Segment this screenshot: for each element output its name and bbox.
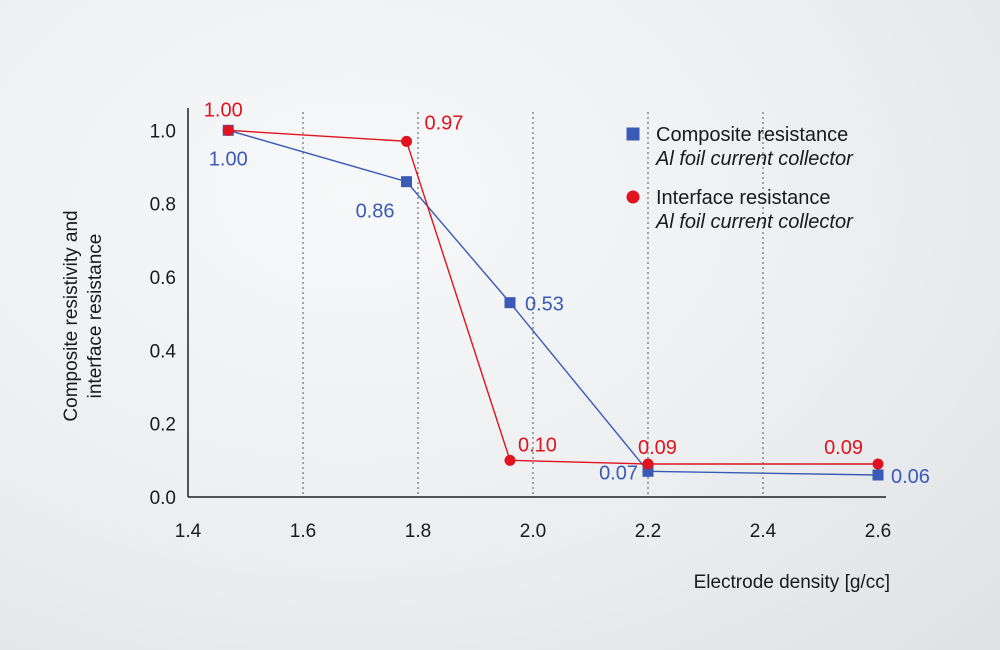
interface-point <box>222 124 234 136</box>
y-tick-0.2: 0.2 <box>150 415 176 436</box>
interface-data-label: 0.09 <box>824 437 863 459</box>
composite-point <box>504 297 516 309</box>
composite-data-label: 0.07 <box>599 462 638 484</box>
interface-data-label: 0.97 <box>425 112 464 134</box>
composite-data-label: 1.00 <box>209 148 248 170</box>
data-labels: 1.00 0.86 0.53 0.07 0.06 1.00 0.97 0.10 0.09 0.09 <box>204 99 930 488</box>
y-tick-0.6: 0.6 <box>150 268 176 289</box>
x-tick-labels: 1.4 1.6 1.8 2.0 2.2 2.4 2.6 <box>175 521 891 542</box>
interface-point <box>504 454 516 466</box>
grid-lines <box>302 112 764 497</box>
y-tick-0.0: 0.0 <box>150 488 176 509</box>
composite-data-label: 0.86 <box>356 201 395 223</box>
composite-point <box>401 176 412 188</box>
series <box>222 124 884 481</box>
composite-point <box>642 465 654 477</box>
composite-point <box>872 469 884 481</box>
interface-point <box>872 458 884 470</box>
interface-point <box>642 458 654 470</box>
x-tick-1.8: 1.8 <box>405 521 431 542</box>
x-tick-2.0: 2.0 <box>520 521 546 542</box>
interface-data-label: 0.09 <box>638 437 677 459</box>
interface-point <box>401 135 412 147</box>
x-tick-2.4: 2.4 <box>750 521 777 542</box>
y-axis-title: Composite resistivity and interface resi… <box>61 210 106 421</box>
legend-interface-marker <box>626 190 640 204</box>
x-tick-2.2: 2.2 <box>635 521 661 542</box>
y-tick-labels: 0.0 0.2 0.4 0.6 0.8 1.0 <box>150 121 177 509</box>
y-axis-title-line-2: interface resistance <box>85 234 106 399</box>
legend-composite-marker <box>626 127 640 141</box>
x-tick-2.6: 2.6 <box>865 521 891 542</box>
legend-interface-name: Interface resistance <box>656 187 831 209</box>
legend-composite-subtitle: Al foil current collector <box>655 148 854 170</box>
y-tick-0.8: 0.8 <box>150 195 176 216</box>
x-tick-1.4: 1.4 <box>175 521 202 542</box>
interface-data-label: 0.10 <box>518 434 557 456</box>
x-tick-1.6: 1.6 <box>290 521 316 542</box>
interface-data-label: 1.00 <box>204 99 243 121</box>
x-axis-title: Electrode density [g/cc] <box>694 572 890 593</box>
composite-data-label: 0.06 <box>891 466 930 488</box>
legend-interface-subtitle: Al foil current collector <box>655 211 854 233</box>
legend-composite-name: Composite resistance <box>656 124 848 146</box>
y-tick-0.4: 0.4 <box>150 341 177 362</box>
y-axis-title-line-1: Composite resistivity and <box>61 210 82 421</box>
y-tick-1.0: 1.0 <box>150 121 176 142</box>
composite-data-label: 0.53 <box>525 294 564 316</box>
